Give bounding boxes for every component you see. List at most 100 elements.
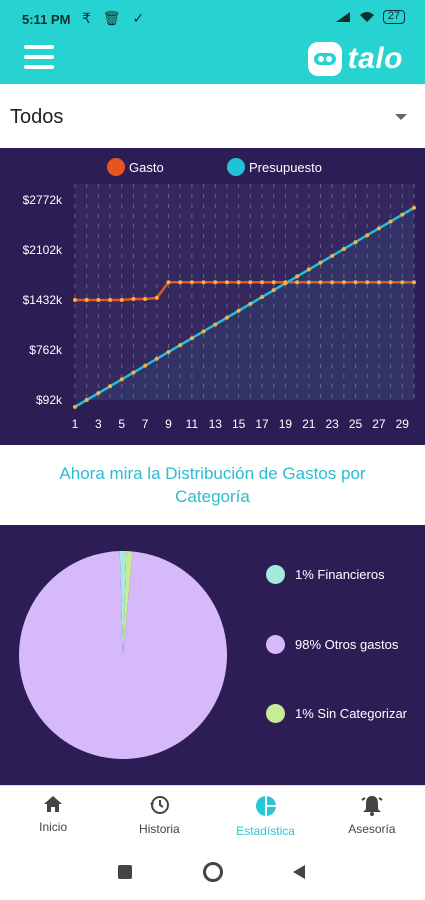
stats-icon [255,796,276,816]
nav-label: Inicio [39,820,68,834]
data-point-presupuesto [213,322,218,327]
legend-label: 1% Sin Categorizar [295,706,407,721]
data-point-presupuesto [376,226,381,231]
nav-estadistica[interactable]: Estadística [213,786,319,843]
app-bar: talo [0,38,425,84]
status-time: 5:11 PM [22,12,71,27]
data-point-gasto [271,280,276,285]
data-point-gasto [189,280,194,285]
data-point-gasto [154,295,159,300]
data-point-gasto [224,280,229,285]
data-point-gasto [400,280,405,285]
data-point-gasto [295,280,300,285]
logo-badge-icon [307,42,342,76]
data-point-gasto [166,280,171,285]
data-point-presupuesto [96,391,101,396]
y-tick-label: $92k [36,393,63,407]
data-point-gasto [318,280,323,285]
data-point-gasto [96,298,101,302]
legend-label-presupuesto: Presupuesto [249,160,322,175]
legend-otros-gastos: 98% Otros gastos [266,635,398,654]
nav-label: Historia [139,822,180,836]
data-point-presupuesto [248,301,253,306]
legend-label: 1% Financieros [295,567,385,582]
filter-value: Todos [10,106,64,128]
data-point-gasto [108,298,113,302]
x-tick-label: 19 [279,417,293,431]
data-point-presupuesto [271,288,276,293]
data-point-gasto [84,298,89,302]
legend-financieros: 1% Financieros [266,565,385,584]
status-bar: 5:11 PM ₹ 🗑 ✓ 27 [0,0,425,38]
data-point-gasto [73,298,77,302]
nav-label: Estadística [236,824,295,838]
legend-label: 98% Otros gastos [295,637,399,652]
x-tick-label: 7 [142,417,149,431]
x-tick-label: 15 [232,417,246,431]
data-point-gasto [388,280,393,285]
y-tick-label: $2772k [23,193,63,207]
data-point-presupuesto [143,363,148,368]
data-point-presupuesto [388,219,393,224]
home-button-icon[interactable] [203,862,223,882]
legend-label-gasto: Gasto [129,160,164,175]
notification-icons: ₹ 🗑 ✓ [82,10,149,26]
data-point-presupuesto [236,308,241,313]
data-point-presupuesto [412,205,416,210]
home-icon [44,796,63,812]
data-point-presupuesto [260,295,265,300]
x-tick-label: 11 [186,417,199,431]
data-point-gasto [412,280,416,285]
data-point-presupuesto [189,336,194,341]
legend-dot-icon [266,565,285,584]
legend-dot-icon [266,704,285,723]
system-navigation-bar [0,843,425,900]
data-point-gasto [353,280,358,285]
nav-historia[interactable]: Historia [106,786,212,843]
data-point-gasto [376,280,381,285]
nav-inicio[interactable]: Inicio [0,786,106,843]
system-status-icons: 27 [335,10,405,24]
x-tick-label: 25 [349,417,363,431]
data-point-presupuesto [131,370,136,375]
data-point-gasto [330,280,335,285]
period-filter-dropdown[interactable]: Todos [0,84,425,148]
data-point-presupuesto [178,343,183,348]
expense-budget-chart: $2772k $2102k $1432k $762k $92k 1 3 5 7 9 11 13 15 17… [0,148,425,445]
data-point-gasto [341,280,346,285]
recents-icon[interactable] [118,865,132,879]
legend-sin-categorizar: 1% Sin Categorizar [266,704,407,723]
data-point-gasto [201,280,206,285]
bottom-navigation: Inicio Historia Estadística Asesoría [0,785,425,843]
category-distribution-panel: 1% Financieros 98% Otros gastos 1% Sin C… [0,525,425,785]
wifi-icon [359,12,374,22]
pie-chart-svg [19,551,227,759]
data-point-presupuesto [154,356,159,361]
data-point-gasto [365,280,370,285]
legend-marker-gasto [107,158,125,176]
plot-area [75,184,414,400]
data-point-presupuesto [73,404,77,409]
y-tick-label: $762k [29,343,63,357]
data-point-presupuesto [341,246,346,251]
battery-indicator: 27 [382,10,405,24]
data-point-presupuesto [201,329,206,334]
pie-slice-otros-gastos [19,551,227,759]
x-tick-label: 17 [255,417,269,431]
data-point-presupuesto [119,377,124,382]
data-point-presupuesto [365,233,370,238]
y-tick-label: $2102k [23,243,63,257]
menu-icon[interactable] [24,45,54,73]
data-point-presupuesto [400,212,405,217]
x-tick-label: 23 [325,417,339,431]
x-tick-label: 21 [302,417,316,431]
x-tick-label: 5 [118,417,125,431]
nav-asesoria[interactable]: Asesoría [319,786,425,843]
x-tick-label: 3 [95,417,102,431]
data-point-gasto [178,280,183,285]
back-icon[interactable] [292,864,306,880]
data-point-gasto [306,280,311,285]
y-tick-label: $1432k [23,293,63,307]
data-point-gasto [236,280,241,285]
